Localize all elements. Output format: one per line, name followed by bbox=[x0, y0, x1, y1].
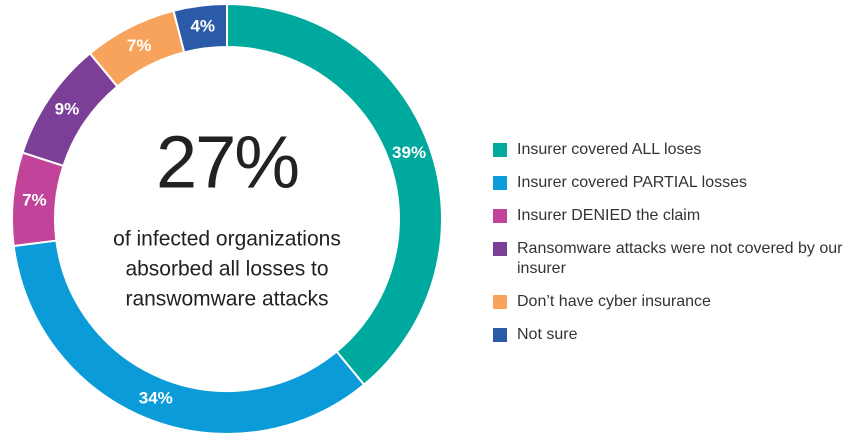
data-label: 39% bbox=[392, 143, 426, 162]
legend-item: Insurer DENIED the claim bbox=[493, 206, 853, 226]
data-label: 4% bbox=[190, 17, 215, 36]
legend-item: Don’t have cyber insurance bbox=[493, 292, 853, 312]
legend-swatch bbox=[493, 242, 507, 256]
donut-slice bbox=[226, 2, 443, 387]
legend-label: Insurer DENIED the claim bbox=[517, 207, 701, 224]
legend-swatch bbox=[493, 328, 507, 342]
legend-swatch bbox=[493, 209, 507, 223]
legend-item: Insurer covered ALL loses bbox=[493, 140, 853, 160]
legend-item: Insurer covered PARTIAL losses bbox=[493, 173, 853, 193]
legend-swatch bbox=[493, 295, 507, 309]
legend-label: Don’t have cyber insurance bbox=[517, 293, 711, 310]
legend-label: Insurer covered PARTIAL losses bbox=[517, 174, 748, 191]
center-caption: of infected organizations bbox=[113, 228, 341, 251]
data-label: 7% bbox=[22, 190, 47, 209]
legend-label: Ransomware attacks were not covered by o… bbox=[517, 240, 843, 277]
legend-swatch bbox=[493, 143, 507, 157]
center-caption: ranswomware attacks bbox=[125, 288, 328, 311]
legend-swatch bbox=[493, 176, 507, 190]
donut-slice bbox=[172, 2, 228, 54]
legend-label: Not sure bbox=[517, 326, 578, 343]
data-label: 34% bbox=[139, 388, 173, 407]
legend-label: Insurer covered ALL loses bbox=[517, 141, 702, 158]
data-label: 7% bbox=[127, 36, 152, 55]
data-label: 9% bbox=[55, 100, 80, 119]
legend: Insurer covered ALL loses Insurer covered… bbox=[493, 140, 853, 358]
chart: 27% 39% 34% 7% 9% 7% 4% of infected organizati… bbox=[11, 2, 443, 435]
legend-item: Ransomware attacks were not covered by o… bbox=[493, 239, 853, 279]
center-value: 27% bbox=[156, 121, 298, 204]
center-caption: absorbed all losses to bbox=[125, 258, 328, 281]
legend-item: Not sure bbox=[493, 325, 853, 345]
